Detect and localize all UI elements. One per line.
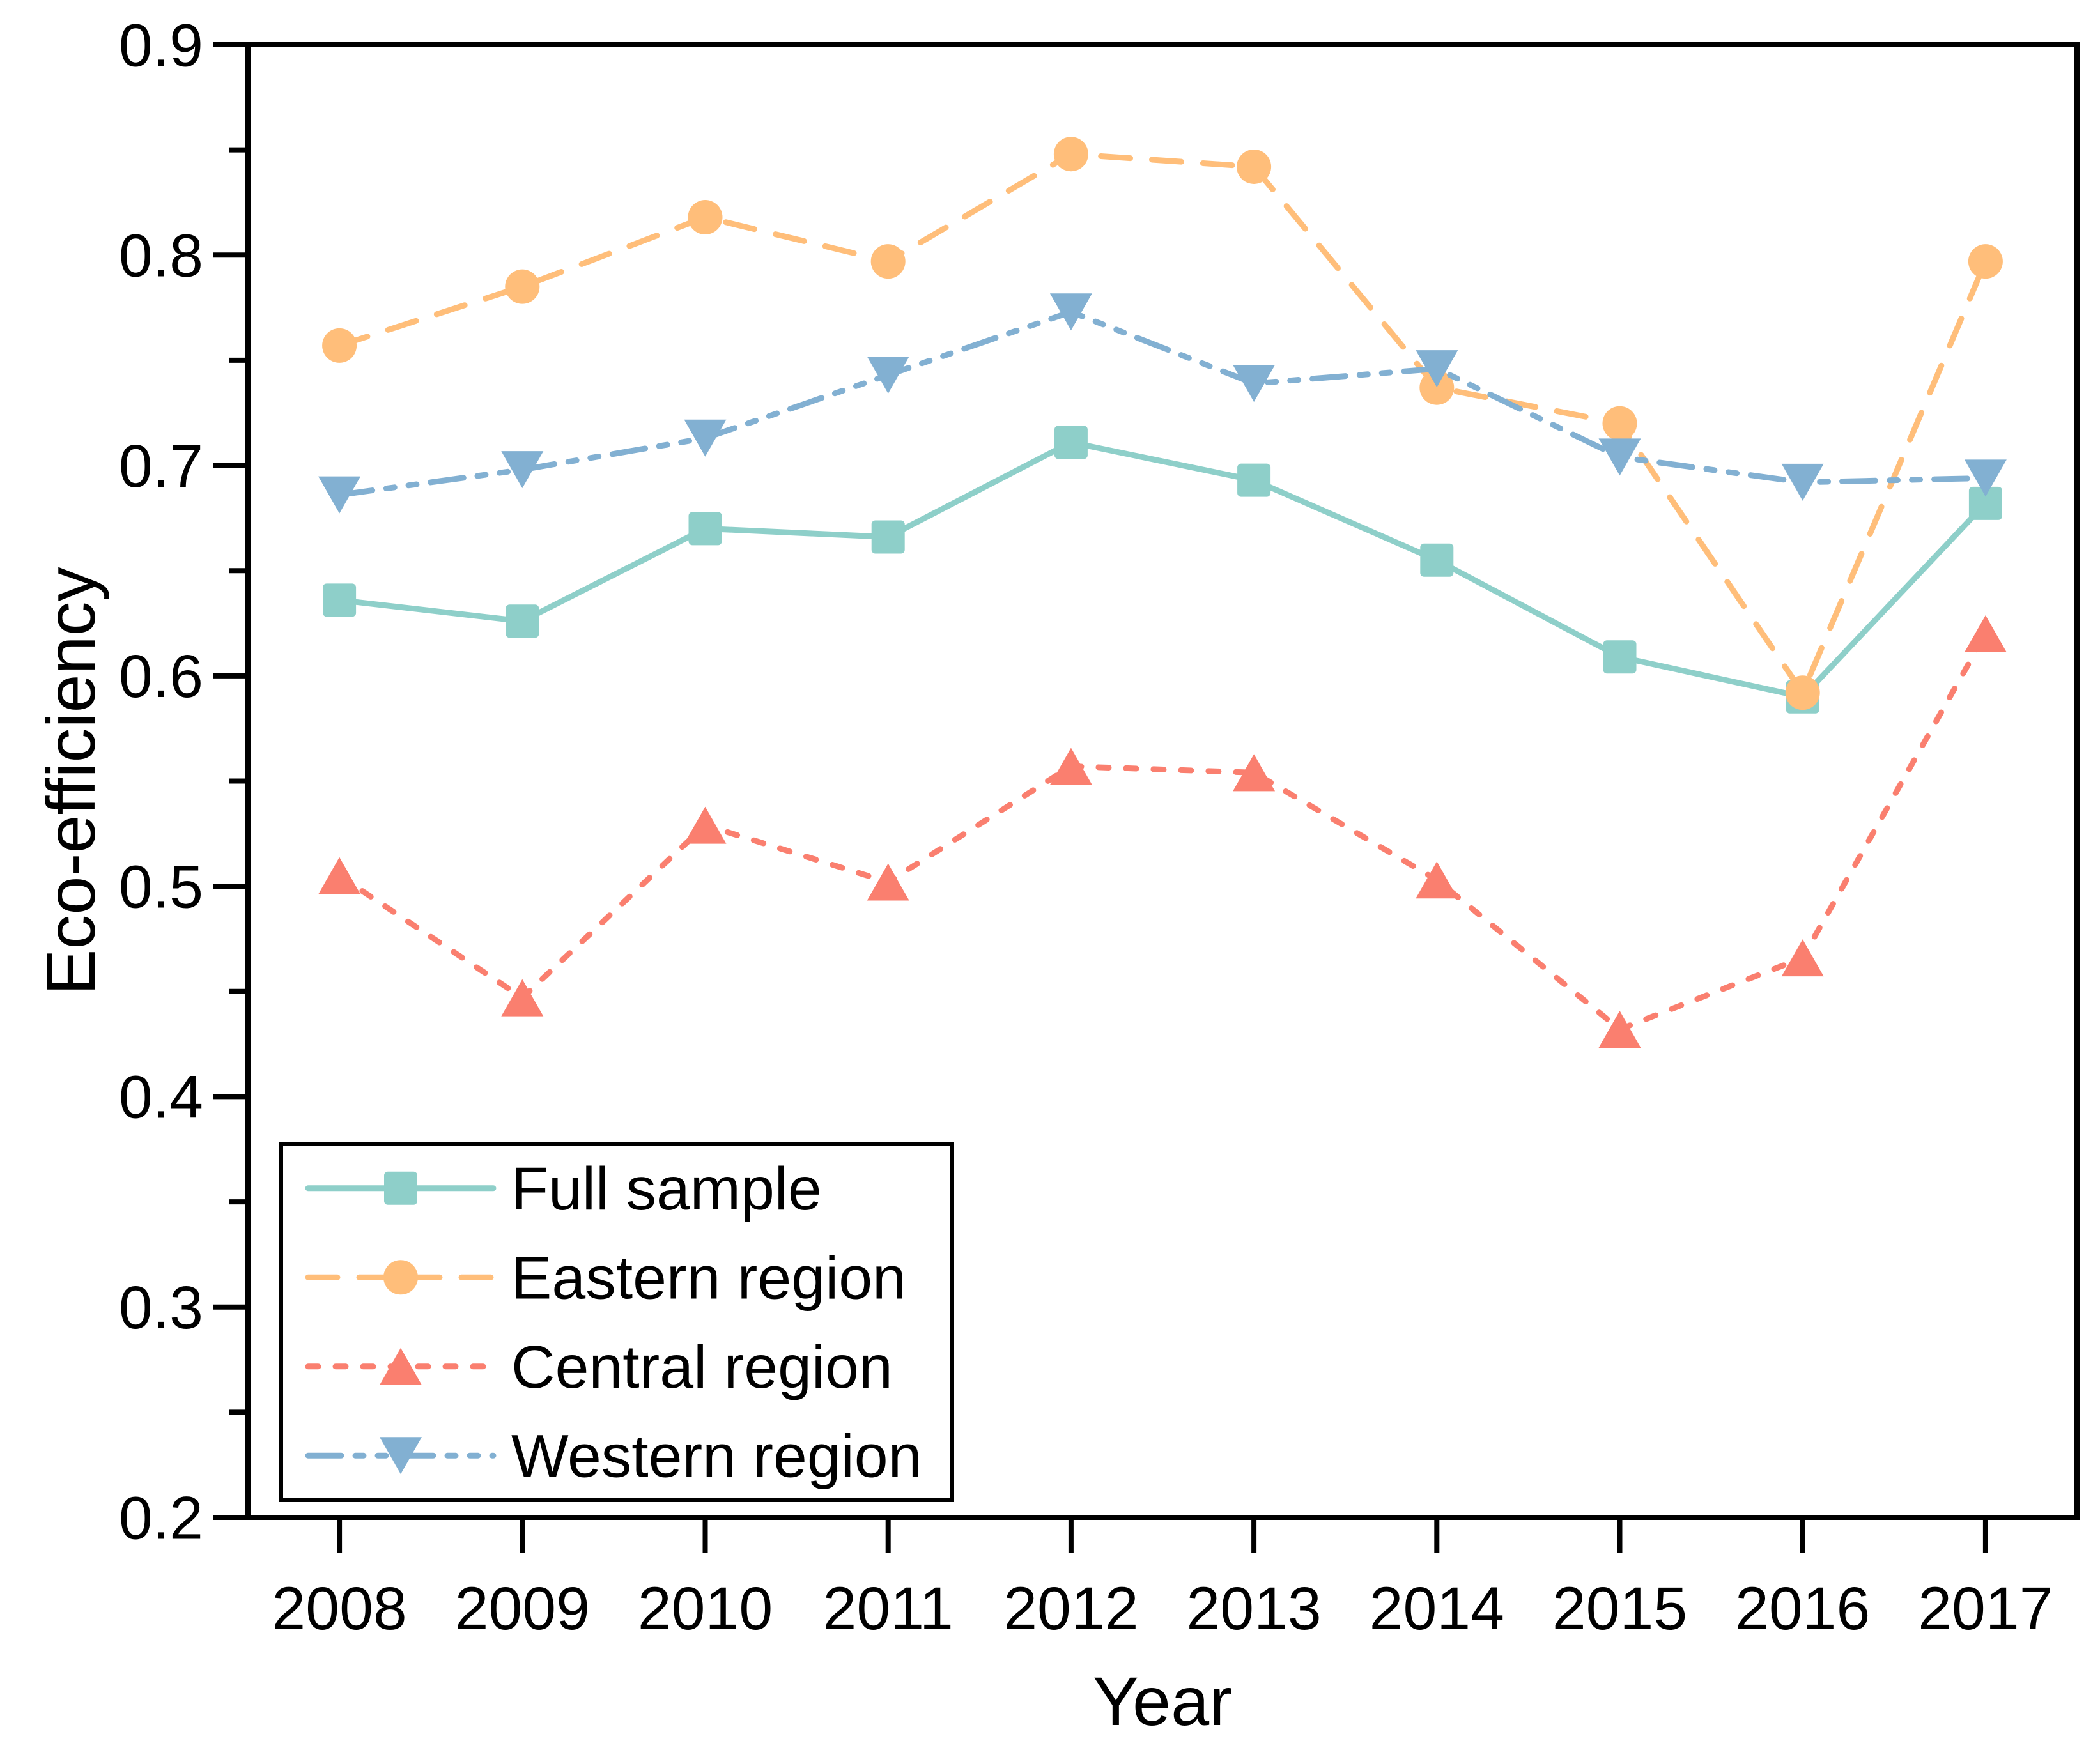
y-tick-label: 0.2 [119,1484,203,1552]
series-marker-central-region [318,857,361,894]
series-marker-western-region [501,451,544,489]
series-marker-central-region [684,806,727,844]
series-marker-western-region [1964,459,2007,497]
series-marker-full-sample [688,512,722,546]
series-marker-eastern-region [1419,370,1455,405]
series-marker-eastern-region [1785,675,1820,710]
series-marker-eastern-region [322,328,357,363]
x-tick-label: 2016 [1735,1575,1870,1643]
legend-marker-triangle-down [380,1437,422,1475]
x-tick-label: 2015 [1552,1575,1687,1643]
series-marker-full-sample [1968,486,2002,520]
series-marker-eastern-region [870,244,906,279]
series-line-full-sample [336,439,1989,700]
x-axis-title: Year [1093,1662,1232,1740]
series-marker-western-region [1416,350,1458,388]
series-marker-full-sample [1603,640,1637,674]
legend-marker-square [384,1171,417,1205]
legend-label: Central region [511,1333,893,1401]
series-marker-full-sample [871,520,905,554]
series-marker-central-region [1049,748,1092,785]
series-marker-central-region [1416,861,1458,899]
x-tick-label: 2010 [638,1575,773,1643]
series-marker-western-region [867,356,909,394]
y-tick-label: 0.4 [119,1064,203,1132]
series-marker-eastern-region [505,269,540,304]
series-marker-western-region [684,419,727,457]
series-line-eastern-region [336,151,1989,699]
x-tick-label: 2017 [1918,1575,2053,1643]
legend-label: Eastern region [511,1245,906,1312]
series-marker-eastern-region [1968,244,2003,279]
series-marker-western-region [1598,438,1641,476]
series-line-western-region [336,309,1989,498]
series-marker-full-sample [1420,543,1454,577]
x-tick-label: 2014 [1370,1575,1504,1643]
y-axis-title: Eco-efficiency [32,567,109,995]
series-marker-central-region [1781,939,1824,977]
series-marker-central-region [501,979,544,1017]
y-tick-label: 0.6 [119,643,203,710]
series-marker-central-region [1598,1011,1641,1048]
legend-label: Full sample [511,1155,822,1223]
y-tick-label: 0.9 [119,12,203,79]
legend-marker-triangle-up [380,1347,422,1385]
legend-marker-circle [383,1260,418,1295]
x-tick-label: 2009 [455,1575,590,1643]
series-marker-full-sample [506,604,539,638]
series-marker-central-region [1964,615,2007,652]
series-marker-full-sample [1237,463,1271,497]
series-marker-western-region [1781,463,1824,501]
series-marker-central-region [1233,754,1276,792]
series-marker-eastern-region [688,200,723,235]
series-marker-eastern-region [1602,406,1637,441]
series-line-central-region [336,631,1989,1033]
series-marker-western-region [1233,365,1276,403]
x-tick-label: 2008 [272,1575,406,1643]
y-tick-label: 0.8 [119,222,203,290]
legend-label: Western region [511,1423,922,1491]
x-tick-label: 2011 [823,1575,953,1643]
y-tick-label: 0.7 [119,433,203,500]
series-marker-full-sample [323,583,357,617]
series-marker-eastern-region [1053,137,1088,172]
series-marker-central-region [867,863,909,901]
y-tick-label: 0.3 [119,1274,203,1342]
series-marker-eastern-region [1237,149,1272,184]
series-marker-western-region [1049,293,1092,331]
x-tick-label: 2012 [1003,1575,1138,1643]
y-tick-label: 0.5 [119,853,203,921]
series-marker-western-region [318,476,361,514]
plot-border [245,42,2080,1520]
series-marker-full-sample [1054,426,1088,459]
x-tick-label: 2013 [1186,1575,1321,1643]
